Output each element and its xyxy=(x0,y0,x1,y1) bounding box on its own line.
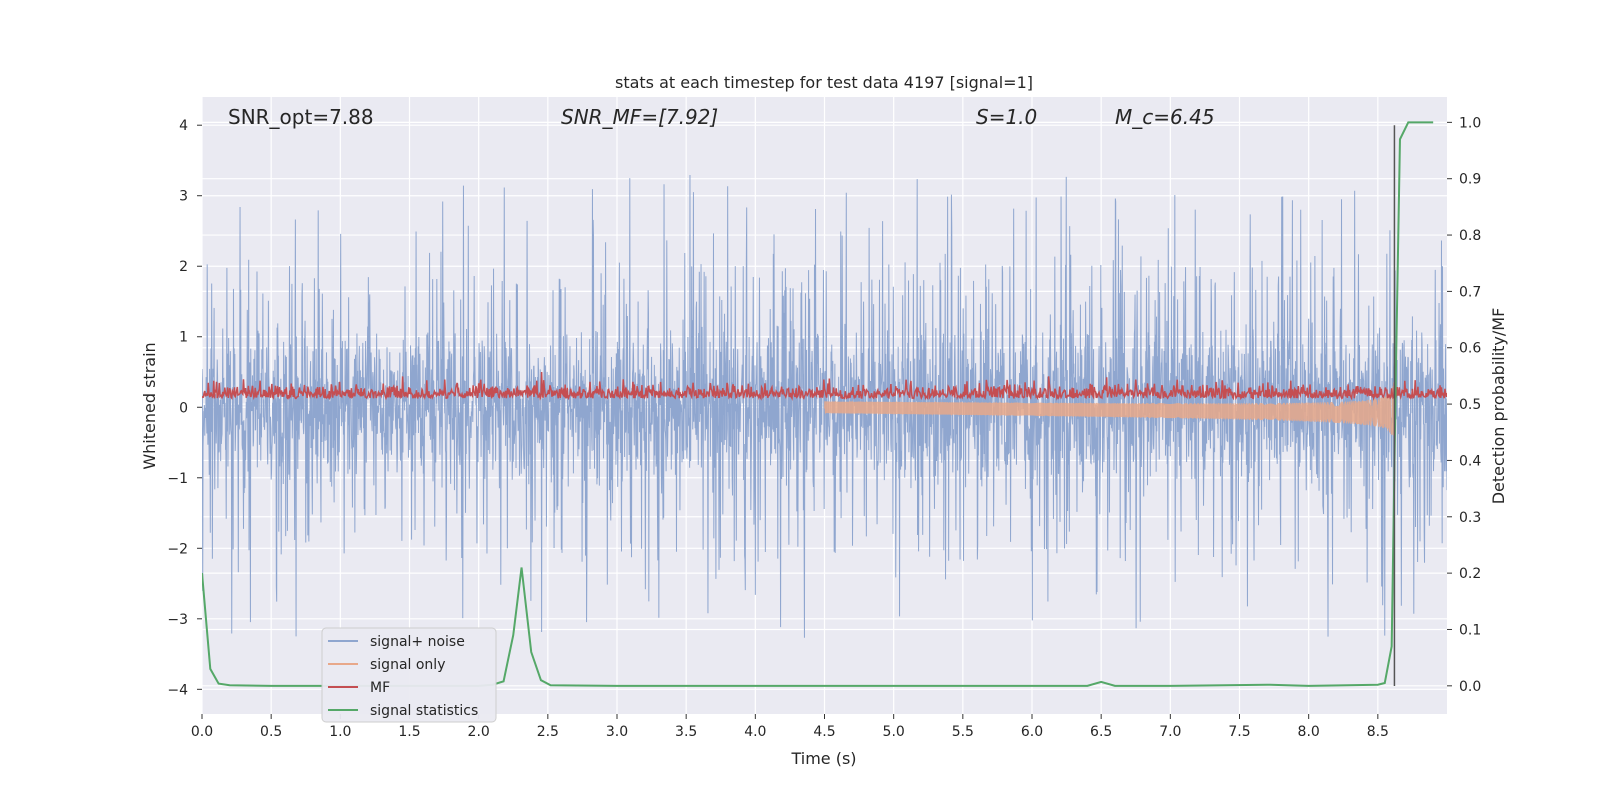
y-tick-label: −3 xyxy=(167,612,188,628)
legend-label: signal only xyxy=(370,657,445,673)
chart-title: stats at each timestep for test data 419… xyxy=(615,73,1033,92)
y2-tick-label: 0.4 xyxy=(1459,453,1481,469)
y2-tick-label: 0.7 xyxy=(1459,284,1481,300)
y-tick-label: −4 xyxy=(167,682,188,698)
y-tick-label: 2 xyxy=(179,259,188,275)
x-tick-label: 1.5 xyxy=(398,724,420,740)
legend-label: signal+ noise xyxy=(370,634,465,650)
y2-tick-label: 1.0 xyxy=(1459,115,1481,131)
x-tick-label: 7.5 xyxy=(1228,724,1250,740)
y2-tick-label: 0.2 xyxy=(1459,566,1481,582)
y2-tick-label: 0.3 xyxy=(1459,510,1481,526)
y-tick-label: 0 xyxy=(179,400,188,416)
legend-label: MF xyxy=(370,680,390,696)
y2-tick-label: 0.0 xyxy=(1459,679,1481,695)
y2-tick-label: 0.1 xyxy=(1459,622,1481,638)
x-axis-label: Time (s) xyxy=(790,749,856,768)
y2-tick-label: 0.6 xyxy=(1459,341,1481,357)
annotation-snr-mf: SNR_MF=[7.92] xyxy=(561,105,718,129)
legend: signal+ noise signal only MF signal statist… xyxy=(321,627,497,723)
x-tick-label: 8.0 xyxy=(1298,724,1320,740)
y2-tick-label: 0.8 xyxy=(1459,228,1481,244)
x-tick-label: 3.5 xyxy=(675,724,697,740)
y2-tick-label: 0.9 xyxy=(1459,172,1481,188)
x-tick-label: 8.5 xyxy=(1367,724,1389,740)
axes: 0.0 0.5 1.0 1.5 2.0 2.5 3.0 3.5 4.0 4.5 5.0 5.5 6.0 6… xyxy=(167,115,1481,740)
y2-tick-label: 0.5 xyxy=(1459,397,1481,413)
x-tick-label: 5.0 xyxy=(883,724,905,740)
x-tick-label: 7.0 xyxy=(1159,724,1181,740)
annotation-snr-opt: SNR_opt=7.88 xyxy=(228,105,374,129)
x-tick-label: 6.0 xyxy=(1021,724,1043,740)
series-mf xyxy=(202,372,1447,402)
x-tick-label: 4.5 xyxy=(813,724,835,740)
series-signal-only xyxy=(824,382,1395,449)
x-tick-label: 5.5 xyxy=(952,724,974,740)
legend-label: signal statistics xyxy=(370,703,478,719)
annotation-s-value: S=1.0 xyxy=(976,105,1037,129)
x-tick-label: 2.0 xyxy=(468,724,490,740)
x-tick-label: 4.0 xyxy=(744,724,766,740)
y-axis-label: Whitened strain xyxy=(140,342,159,469)
x-tick-label: 0.0 xyxy=(191,724,213,740)
annotations: SNR_opt=7.88 SNR_MF=[7.92] S=1.0 M_c=6.45 xyxy=(228,105,1215,129)
x-tick-label: 0.5 xyxy=(260,724,282,740)
y-tick-label: −1 xyxy=(167,471,188,487)
legend-box xyxy=(321,627,497,723)
y-tick-label: 4 xyxy=(179,118,188,134)
y-tick-label: −2 xyxy=(167,541,188,557)
y2-axis-label: Detection probability/MF xyxy=(1489,308,1508,505)
annotation-mc-value: M_c=6.45 xyxy=(1115,105,1215,129)
x-tick-label: 6.5 xyxy=(1090,724,1112,740)
x-tick-label: 2.5 xyxy=(537,724,559,740)
y-tick-label: 3 xyxy=(179,189,188,205)
x-tick-label: 3.0 xyxy=(606,724,628,740)
y-tick-label: 1 xyxy=(179,330,188,346)
x-tick-label: 1.0 xyxy=(329,724,351,740)
series-layer xyxy=(202,121,1447,687)
